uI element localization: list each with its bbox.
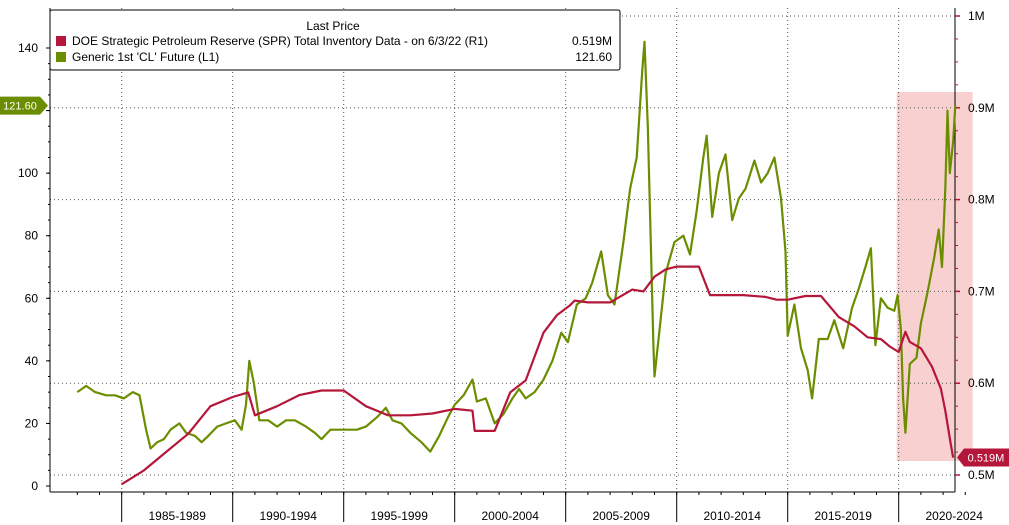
right-tick-label: 0.8M xyxy=(968,193,995,207)
left-tick-label: 60 xyxy=(25,291,39,305)
right-tick-label: 0.5M xyxy=(968,468,995,482)
left-tick-label: 80 xyxy=(25,229,39,243)
highlight-region-group xyxy=(896,92,973,461)
legend-entry-label: Generic 1st 'CL' Future (L1) xyxy=(72,50,219,64)
x-category-label: 1990-1994 xyxy=(260,509,318,523)
legend-swatch xyxy=(56,52,66,62)
x-category-label: 2000-2004 xyxy=(482,509,540,523)
left-tick-label: 40 xyxy=(25,354,39,368)
legend-box xyxy=(49,9,621,71)
gridlines xyxy=(50,8,955,492)
x-category-label: 2005-2009 xyxy=(593,509,651,523)
right-tick-label: 0.9M xyxy=(968,101,995,115)
right-tick-label: 0.6M xyxy=(968,376,995,390)
x-category-label: 2020-2024 xyxy=(926,509,984,523)
right-last-value-label: 0.519M xyxy=(968,453,1005,465)
left-last-value-tag xyxy=(0,96,48,115)
spr-inventory-series-line xyxy=(121,265,955,486)
right-last-value-tag xyxy=(957,448,1009,467)
x-category-label: 1985-1989 xyxy=(149,509,207,523)
left-tick-label: 100 xyxy=(18,166,38,180)
x-category-label: 1995-1999 xyxy=(371,509,429,523)
left-tick-label: 140 xyxy=(18,41,38,55)
axes: 0 20 40 60 80 100 140 0.5M 0.6M 0.7M 0.8M 0.9M 1M 198… xyxy=(18,8,995,523)
legend-entry-label: DOE Strategic Petroleum Reserve (SPR) To… xyxy=(72,34,488,48)
left-tick-label: 0 xyxy=(31,479,38,493)
x-category-label: 2010-2014 xyxy=(704,509,762,523)
left-last-value-label: 121.60 xyxy=(3,101,37,113)
x-category-label: 2015-2019 xyxy=(815,509,873,523)
cl-future-series-line xyxy=(76,40,957,453)
legend-entry-value: 121.60 xyxy=(575,50,612,64)
right-tick-label: 0.7M xyxy=(968,284,995,298)
highlight-region xyxy=(896,92,973,461)
last-value-tags: 121.60 0.519M xyxy=(0,96,1009,467)
legend-title: Last Price xyxy=(306,19,360,33)
right-tick-label: 1M xyxy=(968,9,985,23)
series-group xyxy=(76,40,957,486)
left-tick-label: 20 xyxy=(25,416,39,430)
legend-swatch xyxy=(56,36,66,46)
legend-entry-value: 0.519M xyxy=(572,34,612,48)
